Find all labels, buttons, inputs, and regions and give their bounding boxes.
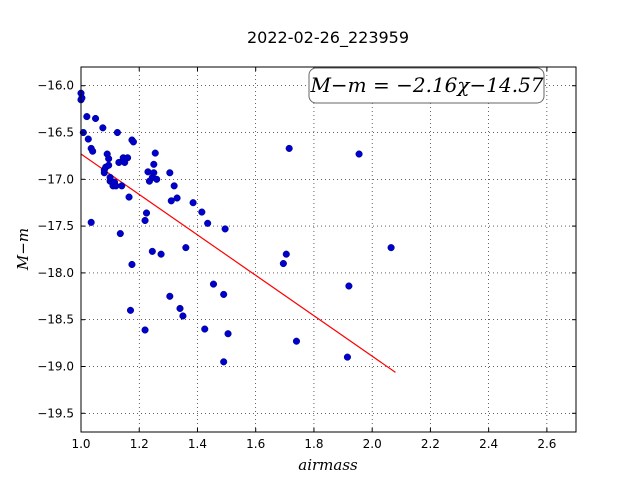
x-tick-label: 2.4	[479, 437, 498, 451]
data-point	[292, 337, 301, 345]
data-point	[150, 160, 158, 168]
data-point	[118, 182, 126, 190]
data-point	[224, 330, 232, 338]
data-point	[204, 219, 212, 227]
data-point	[87, 218, 95, 226]
data-point	[182, 244, 190, 252]
fit-line-layer	[80, 153, 396, 373]
data-point	[201, 325, 209, 333]
data-point	[209, 280, 218, 288]
y-axis-label: M−m	[14, 228, 32, 271]
data-point	[128, 260, 136, 269]
data-point	[126, 306, 135, 314]
data-point	[141, 326, 149, 334]
data-point	[78, 94, 86, 102]
data-point	[198, 208, 206, 216]
data-point	[83, 113, 91, 121]
data-point	[99, 124, 107, 132]
data-point	[166, 292, 174, 300]
data-point	[148, 247, 156, 255]
data-point	[116, 230, 124, 238]
data-point	[106, 173, 114, 181]
x-tick-label: 1.6	[246, 437, 265, 451]
y-tick-label: −18.5	[37, 313, 74, 327]
x-tick-label: 2.0	[363, 437, 382, 451]
data-point	[221, 225, 229, 233]
data-point	[167, 197, 175, 205]
x-tick-labels: 1.0 1.2 1.4 1.6 1.8 2.0 2.2 2.4 2.6	[71, 437, 556, 451]
y-tick-labels: −16.0 −16.5 −17.0 −17.5 −18.0 −18.5 −19.0 −19.5	[37, 79, 74, 421]
data-point	[179, 312, 187, 320]
y-tick-label: −19.0	[37, 359, 74, 373]
data-point	[189, 199, 197, 207]
x-tick-label: 1.0	[71, 437, 90, 451]
data-point	[92, 114, 100, 123]
y-tick-label: −18.0	[37, 266, 74, 280]
chart-title: 2022-02-26_223959	[247, 28, 409, 48]
y-tick-label: −17.0	[37, 172, 74, 186]
plot-frame	[80, 66, 577, 433]
data-point	[176, 304, 184, 313]
x-tick-label: 2.6	[537, 437, 556, 451]
data-point	[355, 150, 363, 158]
y-tick-label: −19.5	[37, 406, 74, 420]
data-point	[157, 250, 165, 258]
x-tick-label: 2.2	[421, 437, 440, 451]
data-point	[113, 128, 121, 137]
data-points	[77, 89, 395, 366]
fit-equation: M−m = −2.16χ−14.57	[309, 73, 543, 97]
data-point	[285, 144, 293, 152]
data-point	[150, 169, 158, 177]
y-tick-label: −16.0	[37, 79, 74, 93]
x-tick-label: 1.2	[130, 437, 149, 451]
data-point	[105, 161, 113, 169]
data-point	[144, 168, 152, 176]
fit-equation-box: M−m = −2.16χ−14.57	[308, 67, 545, 104]
data-point	[173, 194, 181, 202]
x-tick-label: 1.8	[304, 437, 323, 451]
data-point	[151, 149, 159, 157]
data-point	[89, 147, 97, 155]
data-point	[279, 259, 287, 268]
data-point	[387, 244, 395, 252]
data-point	[141, 216, 149, 225]
data-point	[84, 135, 92, 143]
x-axis-label: airmass	[298, 456, 358, 474]
data-point	[343, 353, 351, 361]
data-point	[124, 154, 132, 162]
fit-line	[80, 153, 396, 373]
data-point	[142, 209, 151, 217]
data-point	[220, 358, 228, 366]
data-point	[345, 282, 353, 290]
data-point	[166, 169, 174, 177]
data-point	[129, 138, 137, 146]
y-tick-label: −17.5	[37, 219, 74, 233]
equation-box-frame	[308, 67, 545, 104]
data-point	[282, 250, 290, 258]
data-point	[170, 182, 178, 190]
data-point	[125, 193, 133, 201]
x-tick-label: 1.4	[188, 437, 207, 451]
data-point	[105, 155, 113, 163]
data-point	[153, 175, 161, 183]
y-tick-label: −16.5	[37, 126, 74, 140]
data-point	[220, 290, 228, 298]
